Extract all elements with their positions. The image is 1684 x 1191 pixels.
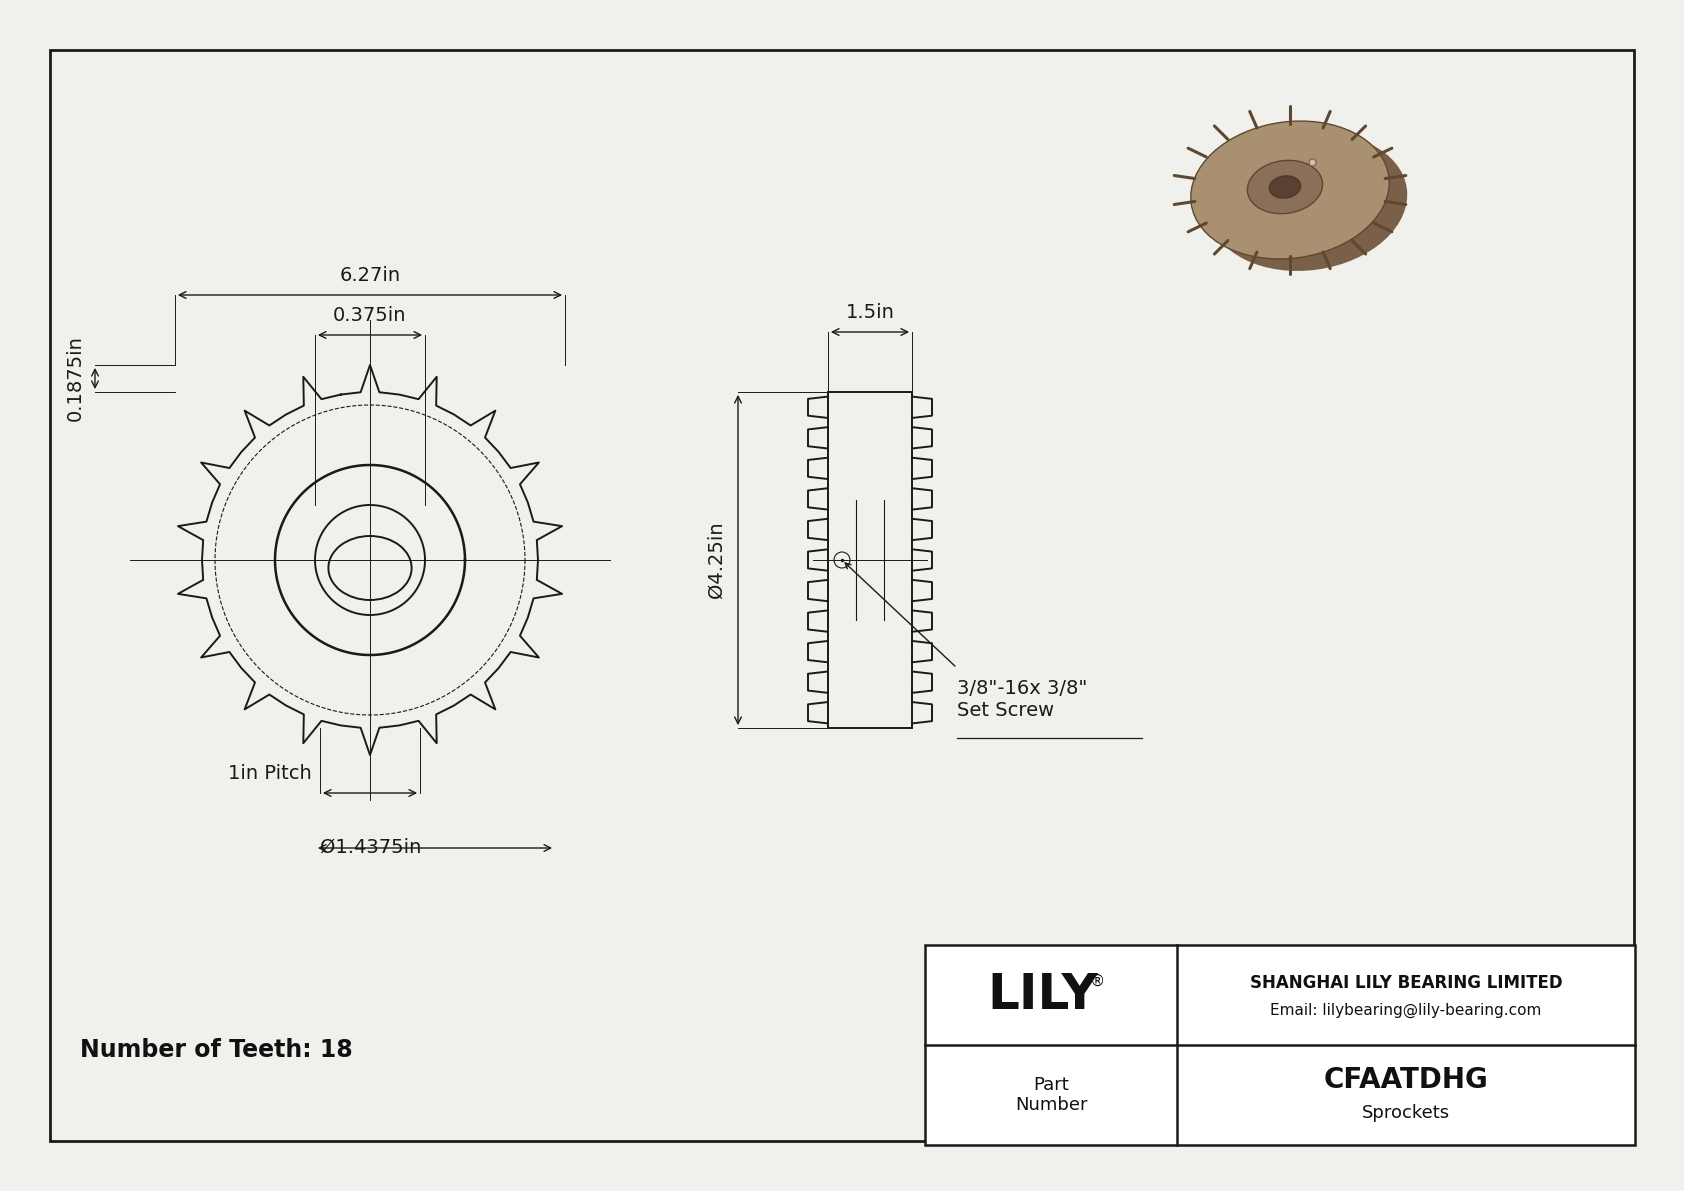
Text: Ø1.4375in: Ø1.4375in — [320, 838, 421, 858]
Ellipse shape — [1209, 133, 1408, 270]
Text: 1in Pitch: 1in Pitch — [229, 763, 312, 782]
Text: 3/8"-16x 3/8": 3/8"-16x 3/8" — [957, 679, 1088, 698]
Ellipse shape — [1270, 176, 1300, 198]
Text: 6.27in: 6.27in — [340, 266, 401, 285]
Ellipse shape — [1191, 121, 1389, 258]
Text: Set Screw: Set Screw — [957, 701, 1054, 721]
Text: Ø4.25in: Ø4.25in — [707, 522, 726, 598]
Text: 1.5in: 1.5in — [845, 303, 894, 322]
Text: SHANGHAI LILY BEARING LIMITED: SHANGHAI LILY BEARING LIMITED — [1250, 974, 1563, 992]
Text: ®: ® — [1090, 973, 1105, 989]
Text: Email: lilybearing@lily-bearing.com: Email: lilybearing@lily-bearing.com — [1270, 1003, 1543, 1017]
Bar — [925, 944, 1635, 1145]
Text: LILY: LILY — [987, 971, 1098, 1019]
Text: Part
Number: Part Number — [1015, 1075, 1088, 1115]
Ellipse shape — [1248, 161, 1322, 213]
Text: 0.1875in: 0.1875in — [66, 336, 84, 422]
Text: 0.375in: 0.375in — [333, 306, 408, 325]
Text: Sprockets: Sprockets — [1362, 1104, 1450, 1122]
Text: CFAATDHG: CFAATDHG — [1324, 1066, 1489, 1095]
Text: Number of Teeth: 18: Number of Teeth: 18 — [81, 1039, 352, 1062]
